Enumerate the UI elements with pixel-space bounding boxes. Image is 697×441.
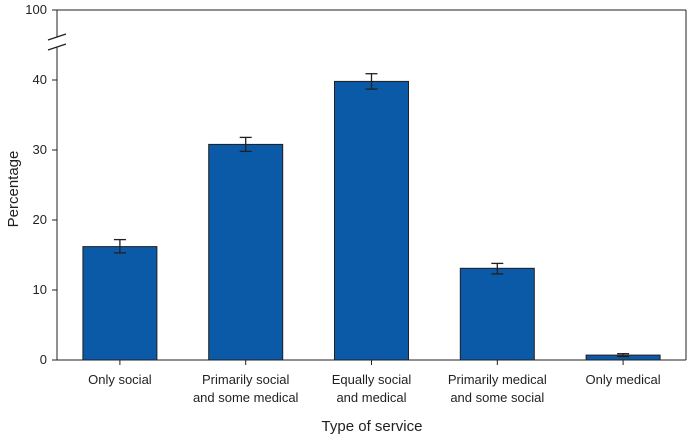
y-tick-label-top: 100 [25,2,47,17]
x-tick-label: Primarily social [202,372,290,387]
y-tick-label: 40 [33,72,47,87]
y-tick-label: 30 [33,142,47,157]
x-tick-label: Primarily medical [448,372,547,387]
x-tick-label: and some medical [193,390,299,405]
plot-area: 0 10 20 30 40 100 Only social Primarily social a… [25,2,687,405]
y-tick-label: 10 [33,282,47,297]
y-tick-label: 0 [40,352,47,367]
bar [459,267,535,361]
axis-break-mark-upper [47,33,67,41]
x-tick-label: Only social [88,372,152,387]
y-axis-title: Percentage [5,151,22,228]
bar [334,80,409,361]
axis-break-mark-lower [47,43,67,51]
bar [208,143,284,361]
x-axis-title: Type of service [322,418,423,435]
x-tick-label: and some social [450,390,544,405]
x-tick-label: and medical [336,390,406,405]
x-tick-label: Equally social [332,372,412,387]
x-tick-label: Only medical [586,372,661,387]
y-tick-label: 20 [33,212,47,227]
bar [82,246,158,361]
